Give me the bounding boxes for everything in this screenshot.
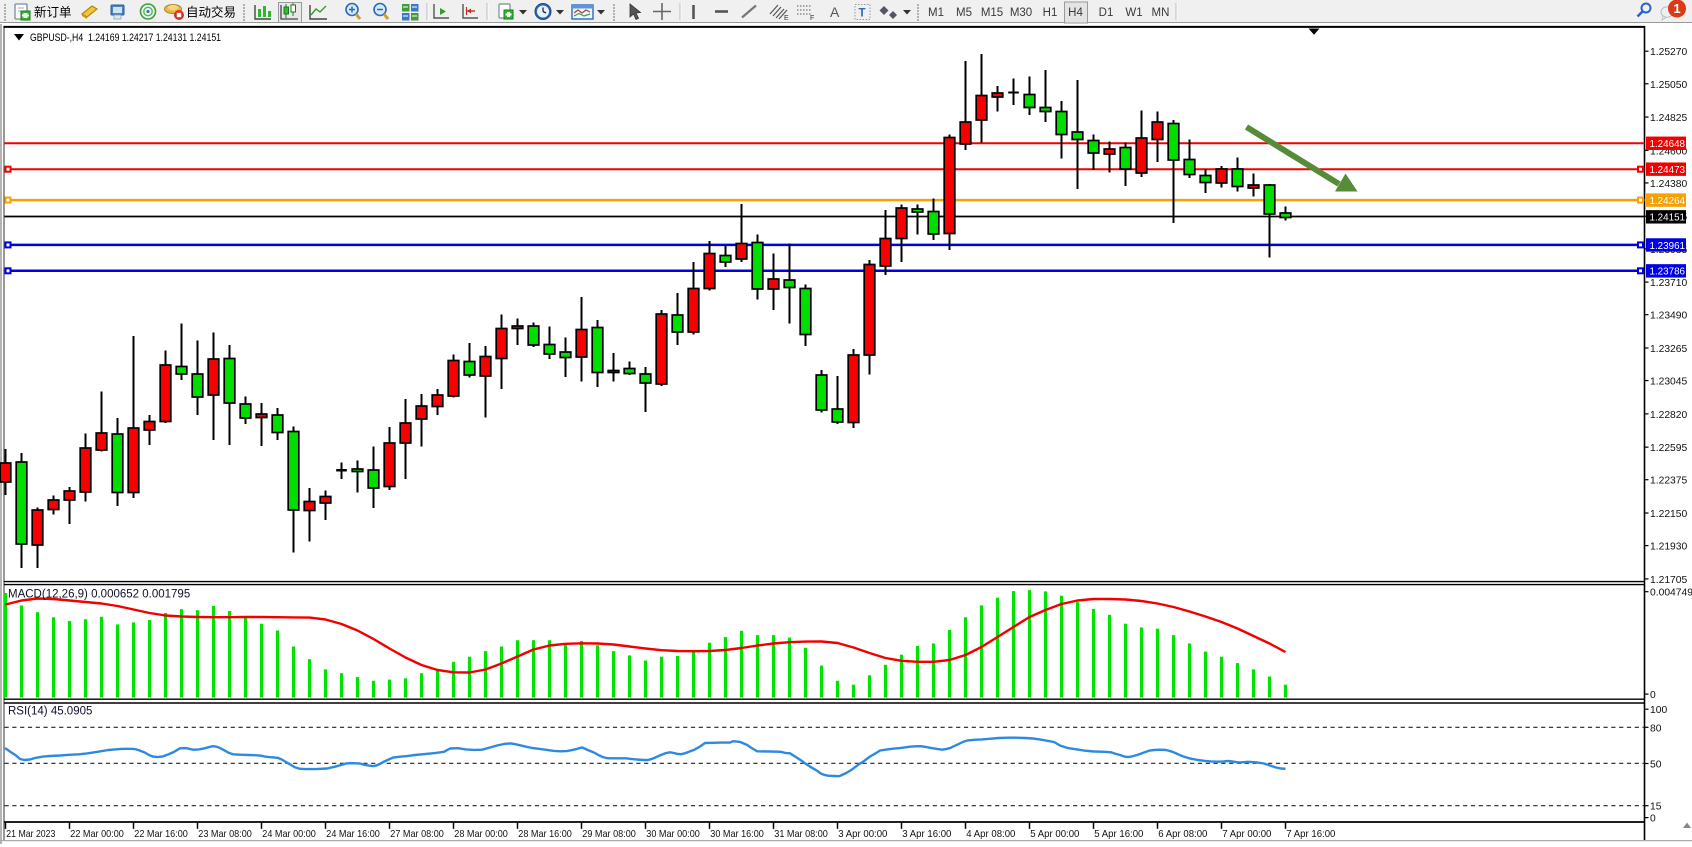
svg-text:30 Mar 16:00: 30 Mar 16:00 [710, 829, 764, 840]
svg-text:3 Apr 00:00: 3 Apr 00:00 [838, 829, 887, 840]
svg-text:1.22375: 1.22375 [1650, 476, 1687, 487]
svg-text:4 Apr 08:00: 4 Apr 08:00 [966, 829, 1015, 840]
svg-text:0.004749: 0.004749 [1650, 588, 1692, 599]
svg-text:0: 0 [1650, 814, 1656, 825]
svg-text:1.24825: 1.24825 [1650, 113, 1687, 124]
svg-text:1.24264: 1.24264 [1650, 196, 1686, 207]
svg-text:5 Apr 16:00: 5 Apr 16:00 [1094, 829, 1143, 840]
svg-text:24 Mar 16:00: 24 Mar 16:00 [326, 829, 380, 840]
svg-text:E: E [784, 15, 789, 22]
svg-text:28 Mar 00:00: 28 Mar 00:00 [454, 829, 508, 840]
svg-text:1.23961: 1.23961 [1650, 241, 1686, 252]
svg-text:1.23490: 1.23490 [1650, 311, 1687, 322]
svg-text:1.25270: 1.25270 [1650, 47, 1687, 58]
svg-text:3 Apr 16:00: 3 Apr 16:00 [902, 829, 951, 840]
svg-text:MN: MN [1152, 7, 1170, 19]
svg-text:M1: M1 [928, 7, 944, 19]
svg-text:D1: D1 [1099, 7, 1114, 19]
svg-text:5 Apr 00:00: 5 Apr 00:00 [1030, 829, 1079, 840]
svg-text:28 Mar 16:00: 28 Mar 16:00 [518, 829, 572, 840]
svg-text:21 Mar 2023: 21 Mar 2023 [6, 829, 55, 840]
svg-text:A: A [830, 4, 840, 20]
svg-text:1.21930: 1.21930 [1650, 542, 1687, 553]
svg-text:T: T [859, 8, 866, 20]
svg-text:1.23710: 1.23710 [1650, 278, 1687, 289]
svg-text:W1: W1 [1125, 7, 1142, 19]
svg-text:1.24648: 1.24648 [1650, 139, 1686, 150]
svg-text:1.22820: 1.22820 [1650, 410, 1687, 421]
svg-text:6 Apr 08:00: 6 Apr 08:00 [1158, 829, 1207, 840]
svg-text:31 Mar 08:00: 31 Mar 08:00 [774, 829, 828, 840]
svg-text:M5: M5 [956, 7, 972, 19]
svg-text:1.24600: 1.24600 [1650, 146, 1687, 157]
svg-text:22 Mar 16:00: 22 Mar 16:00 [134, 829, 188, 840]
svg-text:1.25050: 1.25050 [1650, 80, 1687, 91]
svg-text:H4: H4 [1068, 7, 1083, 19]
svg-text:1.21705: 1.21705 [1650, 575, 1687, 586]
svg-text:F: F [810, 15, 814, 22]
svg-text:GBPUSD-,H4 1.24169 1.24217 1.: GBPUSD-,H4 1.24169 1.24217 1.24131 1.241… [30, 32, 221, 44]
svg-text:0: 0 [1650, 690, 1656, 701]
svg-text:RSI(14) 45.0905: RSI(14) 45.0905 [8, 706, 92, 718]
svg-text:M30: M30 [1010, 7, 1032, 19]
svg-text:1.23265: 1.23265 [1650, 344, 1687, 355]
svg-text:7 Apr 16:00: 7 Apr 16:00 [1286, 829, 1335, 840]
svg-text:H1: H1 [1043, 7, 1058, 19]
svg-text:M15: M15 [981, 7, 1003, 19]
svg-text:23 Mar 08:00: 23 Mar 08:00 [198, 829, 252, 840]
svg-text:27 Mar 08:00: 27 Mar 08:00 [390, 829, 444, 840]
svg-text:1: 1 [1673, 1, 1680, 16]
svg-text:1.24380: 1.24380 [1650, 179, 1687, 190]
svg-text:50: 50 [1650, 760, 1662, 771]
svg-text:30 Mar 00:00: 30 Mar 00:00 [646, 829, 700, 840]
svg-text:新订单: 新订单 [34, 5, 72, 20]
svg-text:自动交易: 自动交易 [186, 5, 236, 20]
svg-text:100: 100 [1650, 705, 1667, 716]
svg-text:1.22150: 1.22150 [1650, 509, 1687, 520]
svg-text:1.24151: 1.24151 [1650, 213, 1686, 224]
svg-text:1.22595: 1.22595 [1650, 443, 1687, 454]
svg-text:MACD(12,26,9) 0.000652 0.00179: MACD(12,26,9) 0.000652 0.001795 [8, 589, 190, 601]
svg-text:24 Mar 00:00: 24 Mar 00:00 [262, 829, 316, 840]
svg-text:1.24473: 1.24473 [1650, 165, 1686, 176]
svg-text:15: 15 [1650, 802, 1662, 813]
svg-text:29 Mar 08:00: 29 Mar 08:00 [582, 829, 636, 840]
svg-text:1.23045: 1.23045 [1650, 377, 1687, 388]
svg-text:7 Apr 00:00: 7 Apr 00:00 [1222, 829, 1271, 840]
svg-text:80: 80 [1650, 723, 1662, 734]
svg-text:1.23786: 1.23786 [1650, 267, 1686, 278]
svg-text:22 Mar 00:00: 22 Mar 00:00 [70, 829, 124, 840]
